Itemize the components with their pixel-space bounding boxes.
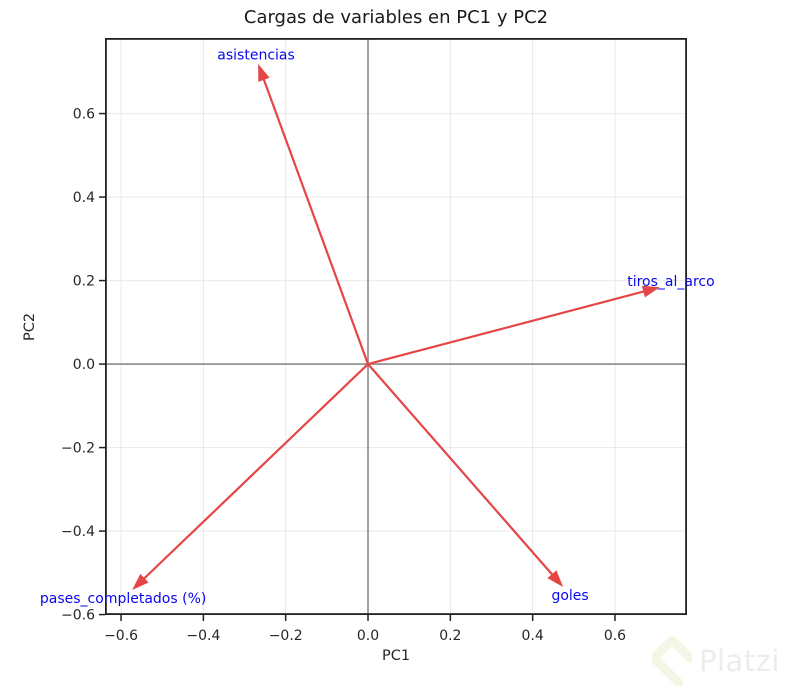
y-tick-label: −0.2	[61, 441, 95, 457]
biplot-svg: −0.6 −0.4 −0.2 0.0 0.2 0.4 0.6 −0.6 −0.4 −0.2 0.0 0…	[40, 37, 715, 644]
loading-arrow-shaft	[141, 363, 369, 582]
y-tick-label: 0.6	[73, 107, 95, 123]
y-tick-label: 0.2	[73, 274, 95, 290]
x-tick-label: 0.6	[604, 628, 626, 644]
variable-label: tiros_al_arco	[627, 274, 714, 290]
variable-label: asistencias	[217, 47, 295, 63]
loading-arrow-shaft	[261, 76, 370, 365]
platzi-watermark: Platzi	[652, 636, 780, 686]
platzi-logo-icon	[652, 636, 692, 686]
y-tick-label: −0.4	[61, 524, 95, 540]
x-tick-label: −0.4	[186, 628, 220, 644]
x-tick-label: 0.0	[357, 628, 379, 644]
x-tick-label: 0.4	[522, 628, 544, 644]
loading-arrow-head	[641, 285, 660, 298]
x-tick-label: −0.6	[104, 628, 138, 644]
variable-label: goles	[551, 588, 588, 604]
y-tick-label: 0.0	[73, 357, 95, 373]
loading-arrow-shaft	[367, 289, 647, 366]
platzi-logo-shape	[652, 636, 692, 686]
y-tick-label: −0.6	[61, 608, 95, 624]
loading-arrow-shaft	[367, 363, 555, 578]
platzi-wordmark: Platzi	[699, 643, 780, 678]
chart-title: Cargas de variables en PC1 y PC2	[243, 7, 549, 28]
x-tick-label: −0.2	[269, 628, 303, 644]
y-tick-label: 0.4	[73, 190, 95, 206]
plot-area: −0.6 −0.4 −0.2 0.0 0.2 0.4 0.6 −0.6 −0.4 −0.2 0.0 0…	[40, 37, 715, 644]
x-tick-label: 0.2	[439, 628, 461, 644]
loading-arrow-head	[547, 570, 564, 588]
x-axis-title: PC1	[381, 648, 411, 664]
variable-label: pases_completados (%)	[40, 591, 206, 607]
y-axis-title: PC2	[22, 312, 38, 342]
loading-arrow-head	[258, 63, 270, 82]
loading-arrow-head	[132, 573, 149, 590]
plot-border	[104, 37, 688, 616]
